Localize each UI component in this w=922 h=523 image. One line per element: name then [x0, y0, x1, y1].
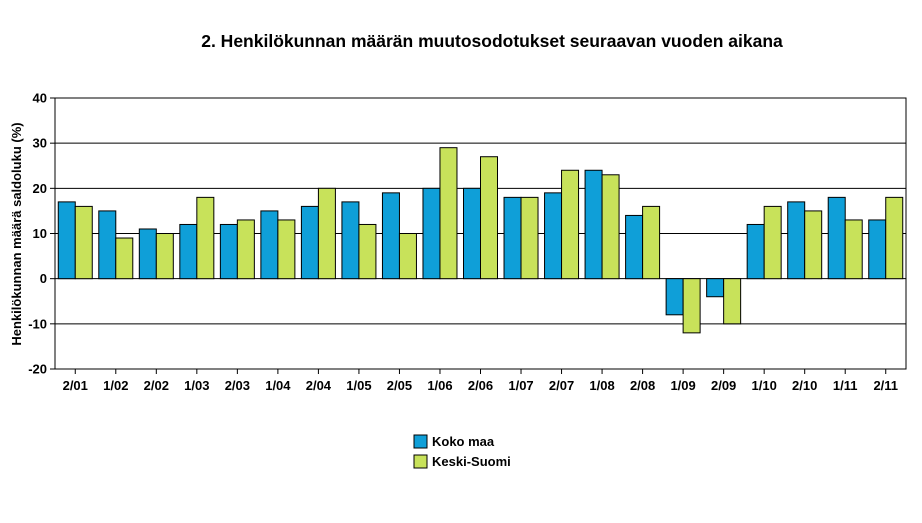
- x-tick-label: 1/11: [833, 378, 858, 393]
- y-tick-label: 0: [40, 271, 47, 286]
- axes: 40 30 20 10 0 -10 -20 2/01 1/02 2/02 1/03 2/03 1/04 2…: [28, 91, 907, 393]
- bar-series-2: [642, 205, 661, 280]
- bar-series-1: [422, 187, 441, 280]
- bar-series-1: [463, 187, 481, 280]
- bar-series-1: [584, 169, 603, 280]
- bars: [57, 147, 904, 334]
- legend-swatch: [413, 434, 428, 449]
- bar-series-1: [625, 214, 644, 280]
- y-axis-label: Henkilökunnan määrä saldoluku (%): [9, 122, 24, 345]
- bar-series-2: [561, 169, 580, 280]
- bar-series-2: [804, 210, 823, 280]
- bar-series-1: [665, 278, 684, 316]
- bar-series-1: [381, 192, 400, 280]
- bar-series-1: [179, 223, 198, 280]
- bar-series-1: [341, 201, 360, 280]
- x-tick-label: 2/01: [63, 378, 88, 393]
- y-tick-label: 30: [33, 136, 47, 151]
- x-tick-label: 2/02: [144, 378, 169, 393]
- y-tick-label: -20: [28, 362, 47, 377]
- x-tick-label: 2/08: [630, 378, 655, 393]
- x-tick-label: 2/09: [711, 378, 736, 393]
- y-tick-label: 10: [33, 226, 47, 241]
- x-tick-label: 1/05: [346, 378, 371, 393]
- x-tick-label: 1/04: [265, 378, 291, 393]
- bar-series-2: [439, 147, 458, 280]
- bar-series-1: [219, 223, 238, 280]
- bar-series-2: [196, 196, 215, 280]
- bar-series-1: [98, 210, 117, 280]
- x-tick-label: 2/05: [387, 378, 412, 393]
- bar-series-1: [544, 192, 563, 280]
- x-tick-label: 1/08: [589, 378, 614, 393]
- legend-label: Keski-Suomi: [432, 454, 511, 469]
- x-tick-label: 2/07: [549, 378, 574, 393]
- bar-series-2: [480, 156, 498, 280]
- bar-series-1: [300, 205, 319, 280]
- bar-series-1: [260, 210, 279, 280]
- x-tick-label: 1/10: [752, 378, 777, 393]
- bar-series-2: [74, 205, 93, 280]
- bar-series-2: [520, 196, 539, 280]
- bar-series-2: [236, 219, 255, 280]
- bar-series-2: [763, 205, 782, 280]
- plot-frame: [54, 97, 907, 370]
- bar-series-1: [787, 201, 806, 280]
- bar-series-1: [746, 223, 765, 280]
- x-tick-label: 1/02: [103, 378, 128, 393]
- x-tick-label: 2/06: [468, 378, 493, 393]
- y-tick-label: -10: [28, 316, 47, 331]
- x-tick-label: 2/10: [792, 378, 817, 393]
- x-tick-label: 1/07: [508, 378, 533, 393]
- bar-series-2: [601, 174, 620, 280]
- bar-series-1: [503, 196, 522, 280]
- bar-series-1: [138, 228, 157, 280]
- legend-label: Koko maa: [432, 434, 495, 449]
- bar-series-1: [57, 201, 76, 280]
- x-tick-label: 2/11: [873, 378, 898, 393]
- legend: Koko maa Keski-Suomi: [413, 434, 511, 469]
- bar-series-2: [723, 278, 742, 325]
- x-tick-label: 1/09: [670, 378, 695, 393]
- chart-title: 2. Henkilökunnan määrän muutosodotukset …: [201, 31, 783, 51]
- legend-swatch: [413, 454, 428, 469]
- y-tick-label: 40: [33, 91, 47, 106]
- x-tick-label: 1/03: [184, 378, 209, 393]
- bar-series-2: [277, 219, 296, 280]
- bar-series-2: [155, 233, 174, 280]
- x-tick-label: 2/04: [306, 378, 332, 393]
- bar-series-1: [706, 278, 725, 298]
- bar-series-2: [844, 219, 863, 280]
- bar-series-2: [317, 187, 336, 280]
- bar-series-1: [827, 196, 846, 280]
- bar-series-2: [885, 196, 904, 280]
- x-tick-label: 2/03: [225, 378, 250, 393]
- y-tick-label: 20: [33, 181, 47, 196]
- bar-series-2: [682, 278, 701, 334]
- bar-series-2: [115, 237, 134, 280]
- bar-series-2: [358, 223, 377, 280]
- bar-series-2: [398, 233, 417, 280]
- bar-series-1: [868, 219, 887, 280]
- x-tick-label: 1/06: [427, 378, 452, 393]
